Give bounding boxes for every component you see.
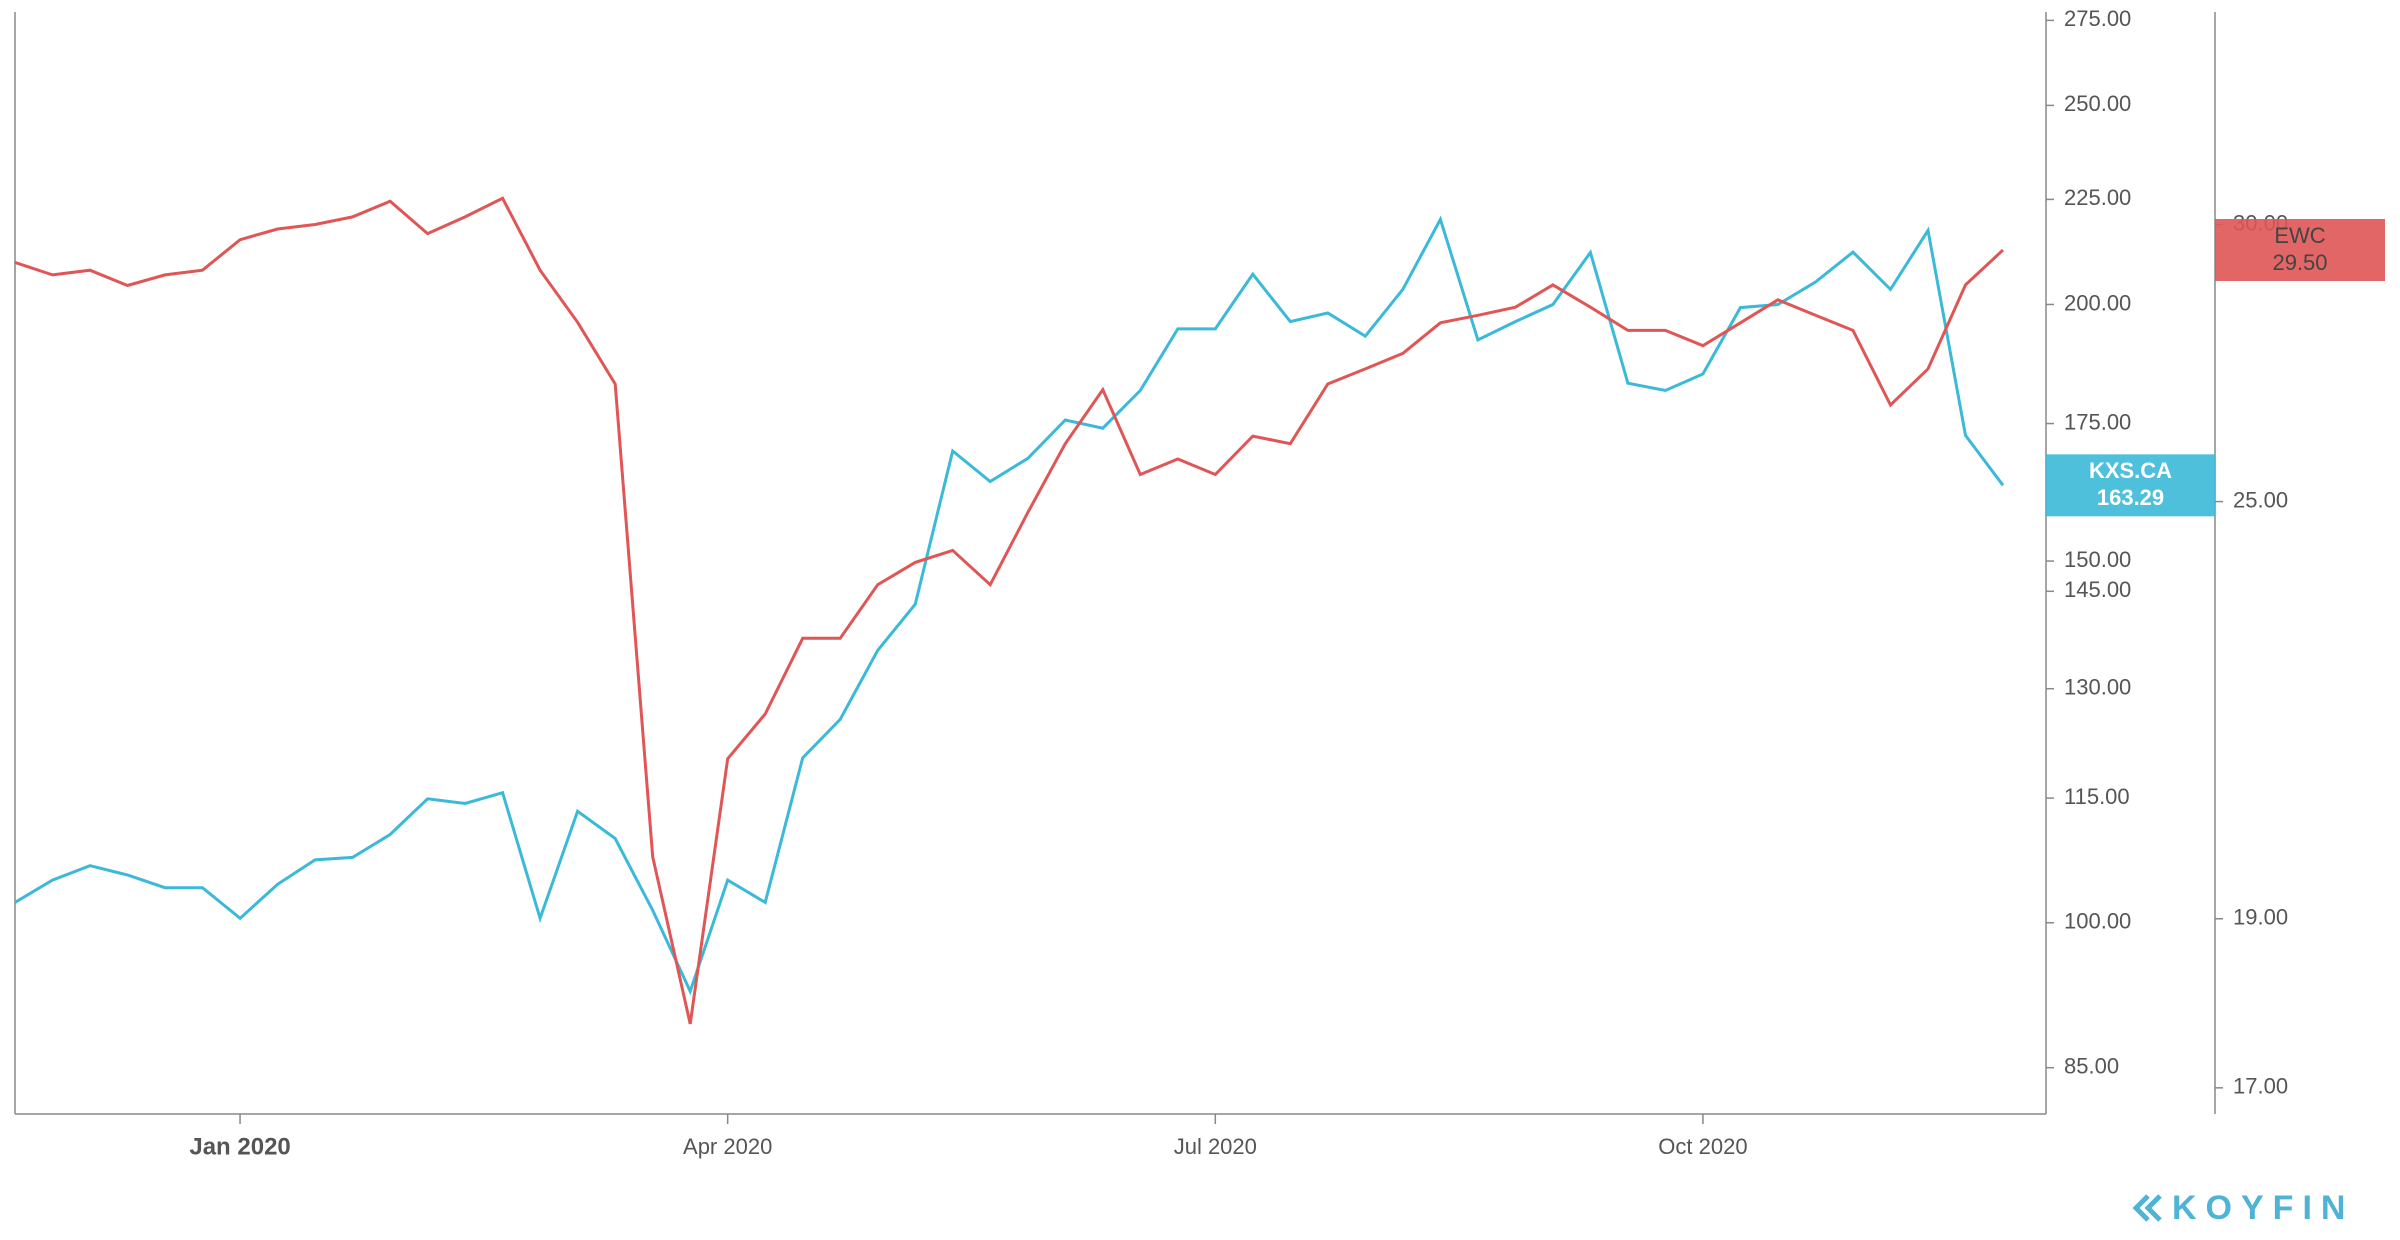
- y-tick-label: 250.00: [2064, 91, 2131, 116]
- x-tick-label: Jul 2020: [1174, 1134, 1257, 1159]
- y-tick-label: 275.00: [2064, 6, 2131, 31]
- x-tick-label: Apr 2020: [683, 1134, 772, 1159]
- y-tick-label: 175.00: [2064, 409, 2131, 434]
- end-label-box: [2046, 454, 2215, 517]
- watermark: KOYFIN: [2172, 1189, 2354, 1227]
- x-tick-label: Oct 2020: [1658, 1134, 1747, 1159]
- y-tick-label: 200.00: [2064, 290, 2131, 315]
- line: [14, 215, 2005, 996]
- x-tick-label: Jan 2020: [189, 1133, 290, 1160]
- y-tick-label: 115.00: [2064, 784, 2130, 809]
- y2-tick-label: 19.00: [2233, 905, 2288, 930]
- y-tick-label: 145.00: [2064, 577, 2131, 602]
- y-tick-label: 85.00: [2064, 1054, 2119, 1079]
- end-label-name: KXS.CA: [2089, 458, 2172, 483]
- y2-tick-label: 17.00: [2233, 1074, 2288, 1099]
- end-label-box: [2215, 219, 2385, 282]
- end-label-name: EWC: [2274, 223, 2325, 248]
- y2-tick-label: 25.00: [2233, 487, 2288, 512]
- y-tick-label: 100.00: [2064, 909, 2131, 934]
- logo-icon: [2132, 1194, 2162, 1222]
- line: [14, 196, 2005, 1025]
- end-label-value: 29.50: [2272, 250, 2327, 275]
- logo: KOYFIN: [2132, 1189, 2354, 1227]
- end-label-value: 163.29: [2097, 485, 2164, 510]
- y-tick-label: 225.00: [2064, 185, 2131, 210]
- y-tick-label: 150.00: [2064, 547, 2131, 572]
- y-tick-label: 130.00: [2064, 675, 2131, 700]
